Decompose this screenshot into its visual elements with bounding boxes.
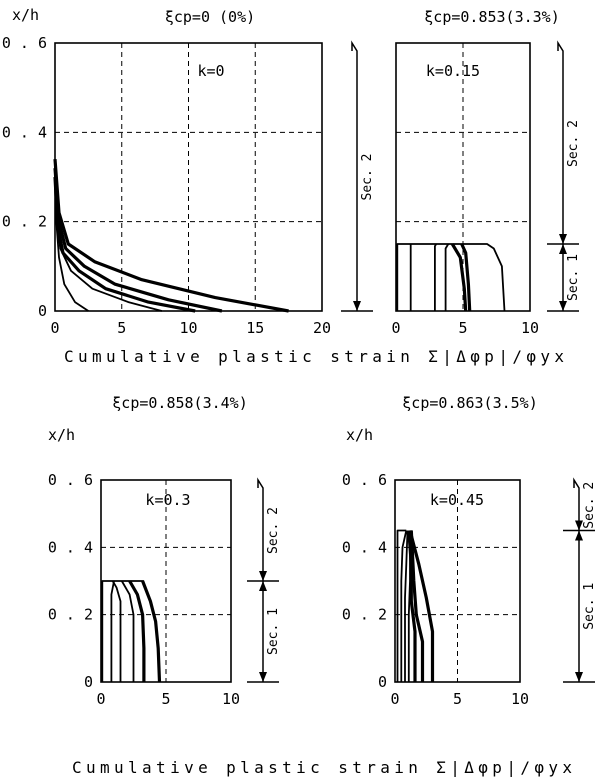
section-label: Sec. 2: [266, 507, 281, 554]
x-tick-label: 0: [96, 690, 105, 708]
series-line: [55, 177, 195, 311]
series-line: [55, 168, 222, 311]
y-tick-label: 0 . 2: [2, 213, 47, 231]
section-arrowhead: [259, 571, 267, 581]
section-arrowhead-up: [559, 244, 567, 254]
section-label: Sec. 2: [582, 482, 597, 529]
x-tick-label: 0: [50, 319, 59, 337]
y-tick-label: 0 . 6: [342, 471, 387, 489]
y-tick-label: 0: [84, 673, 93, 691]
series-line: [130, 581, 144, 682]
x-tick-label: 10: [179, 319, 197, 337]
series-line: [111, 581, 114, 682]
k-label: k=0: [197, 62, 224, 80]
k-label: k=0.45: [430, 491, 484, 509]
section-label: Sec. 2: [566, 120, 581, 167]
y-tick-label: 0 . 4: [2, 123, 47, 141]
y-tick-label: 0: [38, 302, 47, 320]
section-arrowhead-up: [259, 581, 267, 591]
series-line: [113, 581, 121, 682]
k-label: k=0.3: [145, 491, 190, 509]
section-label: Sec. 2: [360, 154, 375, 201]
y-tick-label: 0: [378, 673, 387, 691]
y-axis-label: x/h: [48, 426, 75, 444]
y-tick-label: 0 . 6: [2, 34, 47, 52]
y-tick-label: 0 . 4: [48, 538, 93, 556]
panel-3: 0 5 10 0 0 . 2 0 . 4 0 . 6 x/h ξcp=0.858(3.4%) k=…: [48, 394, 281, 708]
section-arrowhead: [353, 301, 361, 311]
x-tick-label: 5: [453, 690, 462, 708]
y-tick-label: 0 . 6: [48, 471, 93, 489]
series-line: [55, 159, 289, 311]
section-arrowhead: [575, 672, 583, 682]
series-line: [435, 244, 436, 311]
panel-title: ξcp=0.858(3.4%): [112, 394, 247, 412]
x-tick-label: 10: [521, 319, 539, 337]
x-axis-label-top: Cumulative plastic strain Σ|Δφp|/φyx: [64, 347, 564, 366]
panel-2: 0 5 10 ξcp=0.853(3.3%) k=0.15 Sec. 2 Sec. 1: [391, 8, 581, 337]
break-mark: [352, 43, 357, 57]
x-tick-label: 5: [161, 690, 170, 708]
x-tick-label: 5: [117, 319, 126, 337]
break-mark: [258, 480, 263, 494]
break-mark: [574, 480, 579, 494]
panel-1: 0 5 10 15 20 0 0 . 2 0 . 4 0 . 6 x/h ξcp=0 (0%) k=0…: [2, 6, 375, 337]
x-tick-label: 0: [391, 319, 400, 337]
break-mark: [558, 43, 563, 57]
section-arrowhead-up: [575, 531, 583, 541]
y-axis-label: x/h: [12, 6, 39, 24]
series-line: [452, 244, 465, 311]
panel-title: ξcp=0.853(3.3%): [424, 8, 559, 26]
y-axis-label: x/h: [346, 426, 373, 444]
x-tick-label: 5: [458, 319, 467, 337]
section-arrowhead: [259, 672, 267, 682]
panel-4: 0 5 10 0 0 . 2 0 . 4 0 . 6 x/h ξcp=0.863(3.5%) k=…: [342, 394, 597, 708]
section-label: Sec. 1: [582, 583, 597, 630]
y-tick-label: 0 . 2: [48, 606, 93, 624]
k-label: k=0.15: [426, 62, 480, 80]
section-label: Sec. 1: [266, 608, 281, 655]
panel-title: ξcp=0 (0%): [165, 8, 255, 26]
section-arrowhead: [559, 234, 567, 244]
series-line: [446, 244, 449, 311]
section-label: Sec. 1: [566, 254, 581, 301]
panel-title: ξcp=0.863(3.5%): [402, 394, 537, 412]
x-tick-label: 10: [222, 690, 240, 708]
x-tick-label: 15: [246, 319, 264, 337]
x-tick-label: 10: [511, 690, 529, 708]
series-line: [122, 581, 134, 682]
x-tick-label: 0: [390, 690, 399, 708]
section-arrowhead: [559, 301, 567, 311]
x-tick-label: 20: [313, 319, 331, 337]
x-axis-label-bottom: Cumulative plastic strain Σ|Δφp|/φyx: [72, 758, 572, 777]
series-line: [405, 531, 408, 683]
series-line: [397, 244, 504, 311]
y-tick-label: 0 . 4: [342, 538, 387, 556]
y-tick-label: 0 . 2: [342, 606, 387, 624]
